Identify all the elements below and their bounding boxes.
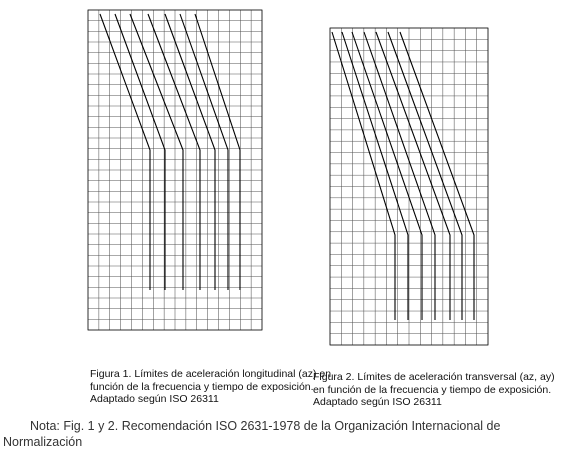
limit-curve (147, 13, 201, 290)
limit-curve (363, 31, 436, 320)
limit-curve (179, 13, 229, 290)
caption-line: Adaptado según ISO 26311 (90, 393, 219, 405)
limit-curve (399, 31, 475, 320)
note: Nota: Fig. 1 y 2. Recomendación ISO 2631… (3, 419, 501, 449)
figure-1-caption: Figura 1. Límites de aceleración longitu… (90, 368, 331, 406)
limit-curve (331, 31, 396, 320)
frame (329, 27, 489, 346)
limit-curve (164, 13, 216, 290)
limit-curve (99, 13, 151, 290)
caption-line: Figura 2. Límites de aceleración transve… (313, 371, 555, 383)
limit-curve (114, 13, 166, 290)
frame (87, 9, 263, 331)
caption-line: función de la frecuencia y tiempo de exp… (90, 380, 314, 393)
figure-2-caption: Figura 2. Límites de aceleración transve… (313, 371, 555, 409)
caption-line: Adaptado según ISO 26311 (313, 396, 442, 408)
caption-line: Figura 1. Límites de aceleración longitu… (90, 368, 332, 380)
limit-curve (351, 31, 423, 320)
limit-curve (375, 31, 451, 320)
limit-curve (341, 31, 409, 320)
caption-line: en función de la frecuencia y tiempo de … (313, 383, 552, 396)
limit-curve (387, 31, 463, 320)
limit-curve (129, 13, 184, 290)
limit-curve (194, 13, 241, 290)
